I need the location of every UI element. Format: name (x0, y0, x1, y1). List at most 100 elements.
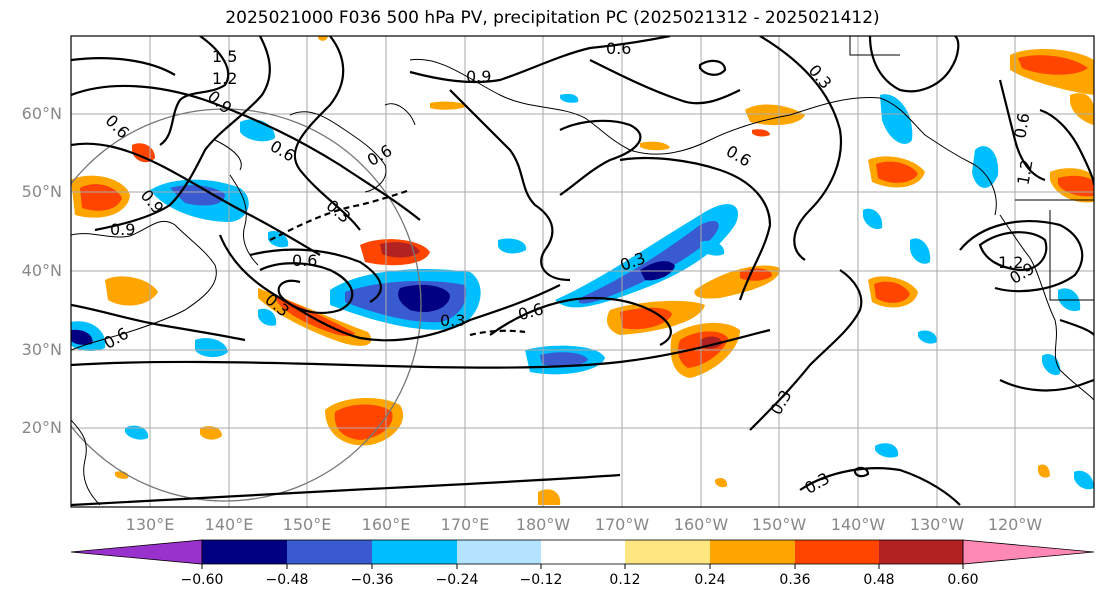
lat-label: 40°N (21, 261, 62, 280)
precip-neg-region (560, 93, 579, 103)
contour-label: 0.6 (1010, 111, 1033, 139)
contour-label: 0.3 (766, 387, 795, 419)
precip-pos-region (538, 489, 561, 505)
precip-neg-region (910, 238, 931, 264)
precip-neg-region (863, 208, 883, 230)
precip-neg-region (880, 94, 913, 144)
precip-pos-region (1058, 175, 1094, 197)
colorbar-tick-label: 0.60 (947, 572, 979, 588)
precip-pos-region (132, 143, 155, 163)
contour-label: 1.2 (212, 69, 237, 88)
contour-label: 0.6 (292, 251, 317, 270)
colorbar-tick-label: −0.60 (180, 572, 224, 588)
colorbar-seg-2 (287, 540, 372, 564)
precip-pos-region (715, 478, 728, 488)
precip-neg-region (700, 240, 725, 256)
colorbar-tick-label: 0.24 (694, 572, 726, 588)
precip-neg-region (918, 330, 938, 344)
precip-pos-region (275, 295, 355, 336)
precip-neg-region (195, 338, 228, 358)
lon-label: 130°W (909, 515, 965, 534)
graticule (71, 36, 1094, 507)
lon-label: 130°E (125, 515, 175, 534)
precip-pos-region (874, 281, 910, 303)
lon-label: 170°E (440, 515, 490, 534)
precip-neg-region (972, 146, 999, 188)
precip-pos-region (876, 161, 918, 183)
precip-fill-layer (71, 36, 1094, 505)
lat-label: 20°N (21, 418, 62, 437)
colorbar-seg-8 (795, 540, 879, 564)
contour-label: 0.3 (805, 61, 836, 93)
lon-label: 120°W (987, 515, 1043, 534)
contour-label: 0.9 (110, 220, 135, 239)
contour-label: 0.3 (801, 469, 833, 498)
colorbar-seg-6 (625, 540, 710, 564)
colorbar-tick-label: 0.12 (609, 572, 641, 588)
contour-label: 0.6 (364, 141, 396, 170)
colorbar-tick-label: 0.48 (863, 572, 895, 588)
lon-label: 140°W (830, 515, 886, 534)
precip-neg-region (170, 185, 225, 206)
precip-neg-region (875, 443, 899, 458)
contour-label: 0.9 (466, 67, 491, 86)
lon-label: 160°E (361, 515, 411, 534)
precip-pos-region (640, 141, 670, 151)
reference-circle (71, 108, 422, 502)
precip-neg-region (540, 352, 588, 367)
contour-label: 0.6 (723, 141, 755, 170)
lon-label: 160°W (673, 515, 729, 534)
contour-label: 0.6 (100, 324, 132, 353)
precip-neg-region (498, 238, 527, 254)
precip-pos-region (1070, 93, 1094, 125)
contour-label: 0.6 (102, 111, 133, 142)
colorbar-tick-label: −0.48 (265, 572, 309, 588)
precip-pos-region (1038, 464, 1050, 478)
precip-neg-region (258, 308, 277, 326)
precip-pos-region (334, 404, 393, 440)
chart-title: 2025021000 F036 500 hPa PV, precipitatio… (225, 8, 880, 28)
colorbar-seg-7 (710, 540, 795, 564)
colorbar-tick-label: −0.24 (435, 572, 479, 588)
colorbar-seg-1 (202, 540, 287, 564)
contour-label: 0.6 (267, 136, 299, 165)
precip-neg-region (1074, 470, 1094, 490)
lat-label: 30°N (21, 340, 62, 359)
colorbar-seg-0 (70, 539, 203, 565)
precip-neg-region (268, 230, 289, 248)
pv-contours-dashed (269, 188, 526, 337)
precip-pos-region (752, 129, 770, 137)
precip-neg-region (578, 220, 719, 304)
contour-label: 1.2 (998, 253, 1023, 272)
precip-neg-region (240, 119, 275, 142)
lat-label: 60°N (21, 104, 62, 123)
lon-label: 180°W (515, 515, 571, 534)
contour-label: 0.3 (440, 311, 465, 330)
precip-neg-region (125, 425, 149, 440)
coastlines (71, 36, 1094, 506)
contour-label: 0.6 (606, 39, 631, 58)
colorbar-tick-label: −0.12 (519, 572, 563, 588)
colorbar-seg-4 (457, 540, 541, 564)
plot-frame (70, 35, 1095, 508)
precip-pos-region (430, 101, 468, 110)
colorbar-seg-10 (962, 539, 1095, 565)
precip-pos-region (1018, 55, 1088, 75)
colorbar (70, 539, 1095, 569)
colorbar-seg-3 (372, 540, 457, 564)
colorbar-tick-label: −0.36 (350, 572, 394, 588)
pv-contours (71, 36, 1094, 507)
precip-pos-region (200, 426, 222, 440)
lon-label: 140°E (204, 515, 254, 534)
precip-neg-region (398, 284, 450, 313)
precip-neg-region (555, 204, 739, 308)
lon-label: 150°W (751, 515, 807, 534)
colorbar-seg-5 (541, 540, 625, 564)
contour-label: 0.3 (323, 196, 355, 227)
colorbar-seg-9 (879, 540, 963, 564)
precip-pos-region (318, 36, 328, 41)
precip-pos-region (620, 307, 672, 330)
contour-label: 1.2 (1013, 158, 1036, 186)
precip-pos-region (80, 184, 122, 211)
